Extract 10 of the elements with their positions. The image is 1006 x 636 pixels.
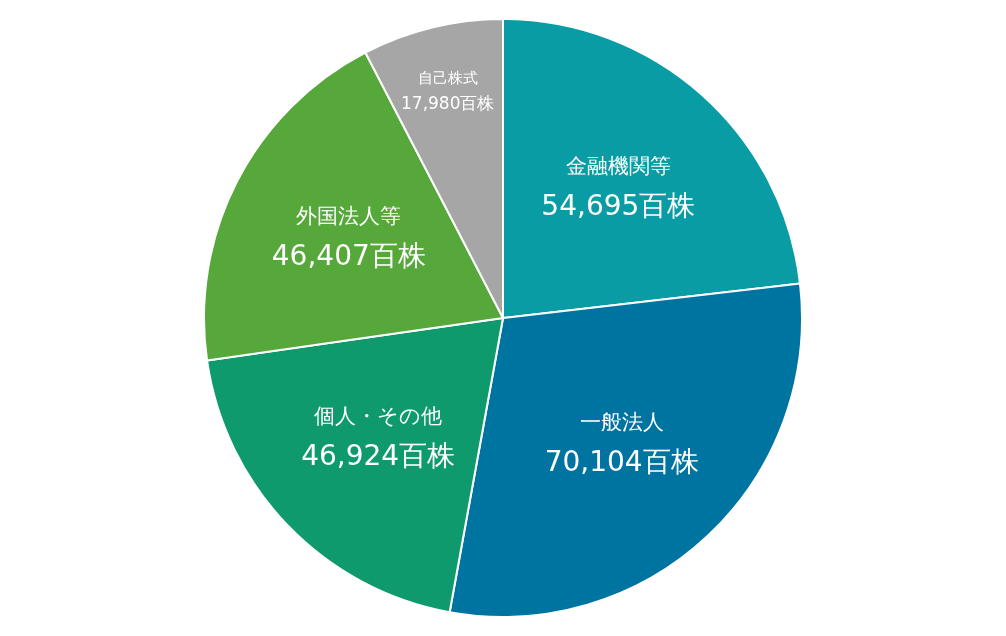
slice-label: 一般法人	[579, 409, 664, 434]
slice-label: 自己株式	[417, 68, 478, 87]
data-label: 46,924百株	[301, 438, 456, 472]
data-label: 17,980百株	[400, 93, 495, 114]
slice-label: 個人・その他	[314, 403, 443, 428]
data-label: 54,695百株	[541, 188, 696, 222]
data-label: 46,407百株	[271, 238, 426, 272]
slice-label: 外国法人等	[296, 204, 402, 229]
slice-label: 金融機関等	[565, 153, 671, 178]
data-label: 70,104百株	[544, 444, 699, 478]
